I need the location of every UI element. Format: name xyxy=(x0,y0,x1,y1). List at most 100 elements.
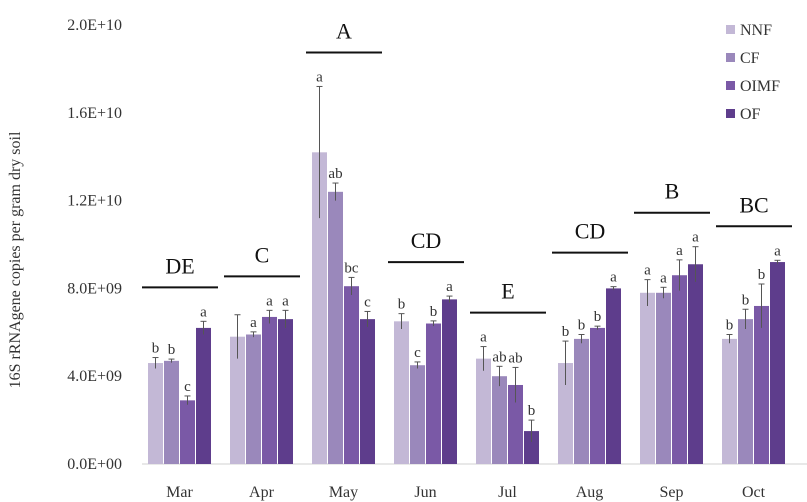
significance-letter: b xyxy=(726,317,734,333)
significance-letter: a xyxy=(660,270,667,286)
significance-letter: b xyxy=(528,403,536,419)
significance-letter: c xyxy=(364,294,371,310)
bar xyxy=(246,334,261,464)
y-tick-label: 2.0E+10 xyxy=(67,17,122,34)
bar xyxy=(442,299,457,464)
significance-letter: a xyxy=(316,69,323,85)
legend-label: CF xyxy=(740,50,760,67)
legend-swatch xyxy=(726,53,735,62)
legend-swatch xyxy=(726,81,735,90)
group-significance: DE C A CD E CD B BC xyxy=(142,18,792,314)
y-tick-label: 8.0E+09 xyxy=(67,280,122,297)
bar xyxy=(492,376,507,464)
bar xyxy=(590,327,605,464)
bar xyxy=(574,338,589,464)
significance-letter: c xyxy=(184,379,191,395)
legend-label: OIMF xyxy=(740,78,780,95)
y-axis-ticks: 0.0E+00 4.0E+09 8.0E+09 1.2E+10 1.6E+10 2.0E+… xyxy=(67,17,122,473)
x-tick-label: Oct xyxy=(742,484,766,501)
significance-letter: b xyxy=(594,309,602,325)
bar xyxy=(410,365,425,464)
x-tick-label: Jul xyxy=(498,484,517,501)
bar xyxy=(360,319,375,464)
y-axis-label: 16S rRNAgene copies per gram dry soil xyxy=(7,131,24,388)
significance-letter: a xyxy=(200,304,207,320)
significance-letter: ab xyxy=(492,349,506,365)
significance-letter: bc xyxy=(344,260,359,276)
x-tick-label: Sep xyxy=(660,484,684,501)
legend: NNF CF OIMF OF xyxy=(726,22,780,123)
significance-letter: ab xyxy=(328,166,342,182)
bar xyxy=(278,319,293,464)
bar xyxy=(738,319,753,464)
significance-letter: a xyxy=(692,230,699,246)
bar xyxy=(180,400,195,464)
significance-letter: b xyxy=(430,304,438,320)
x-axis-ticks: Mar Apr May Jun Jul Aug Sep Oct xyxy=(166,484,765,501)
significance-letter: c xyxy=(414,345,421,361)
bar xyxy=(508,384,523,464)
significance-letter: a xyxy=(676,243,683,259)
bar xyxy=(722,338,737,464)
significance-letter: a xyxy=(480,330,487,346)
legend-swatch xyxy=(726,25,735,34)
significance-letter: ab xyxy=(508,350,522,366)
x-tick-label: Jun xyxy=(414,484,436,501)
y-tick-label: 1.6E+10 xyxy=(67,105,122,122)
significance-letter: b xyxy=(742,292,750,308)
bar xyxy=(770,262,785,464)
bar xyxy=(196,327,211,464)
significance-letter: b xyxy=(152,341,160,357)
bar xyxy=(656,292,671,464)
group-letter: DE xyxy=(165,253,194,278)
legend-label: NNF xyxy=(740,22,772,39)
bar xyxy=(476,358,491,464)
group-letter: CD xyxy=(575,219,606,244)
x-tick-label: May xyxy=(329,484,358,501)
group-letter: B xyxy=(665,179,680,204)
legend-swatch xyxy=(726,109,735,118)
bar xyxy=(312,152,327,464)
bar xyxy=(164,360,179,464)
bar xyxy=(672,275,687,464)
y-tick-label: 4.0E+09 xyxy=(67,368,122,385)
x-tick-label: Aug xyxy=(576,484,604,501)
significance-letter: a xyxy=(282,293,289,309)
bar xyxy=(558,363,573,464)
significance-letter: a xyxy=(266,293,273,309)
group-letter: BC xyxy=(739,192,768,217)
significance-letter: b xyxy=(562,324,570,340)
x-tick-label: Apr xyxy=(249,484,275,501)
bar xyxy=(230,336,245,464)
group-letter: A xyxy=(336,18,352,43)
legend-label: OF xyxy=(740,106,761,123)
bar xyxy=(606,288,621,464)
group-letter: E xyxy=(501,279,514,304)
significance-letter: a xyxy=(774,243,781,259)
significance-letter: a xyxy=(610,270,617,286)
significance-letter: b xyxy=(398,297,406,313)
bar xyxy=(640,292,655,464)
bar xyxy=(148,363,163,464)
bar xyxy=(328,191,343,464)
significance-letter: a xyxy=(250,315,257,331)
significance-letter: a xyxy=(446,279,453,295)
bar xyxy=(394,321,409,464)
bar xyxy=(344,286,359,464)
significance-letter: a xyxy=(644,263,651,279)
bar xyxy=(524,431,539,464)
significance-letter: b xyxy=(168,342,176,358)
bar xyxy=(688,264,703,464)
y-tick-label: 0.0E+00 xyxy=(67,456,122,473)
significance-letter: b xyxy=(578,317,586,333)
bar xyxy=(262,316,277,464)
group-letter: C xyxy=(255,242,270,267)
significance-letter: b xyxy=(758,267,766,283)
bar xyxy=(426,323,441,464)
y-tick-label: 1.2E+10 xyxy=(67,193,122,210)
group-letter: CD xyxy=(411,228,442,253)
bar xyxy=(754,305,769,464)
x-tick-label: Mar xyxy=(166,484,193,501)
